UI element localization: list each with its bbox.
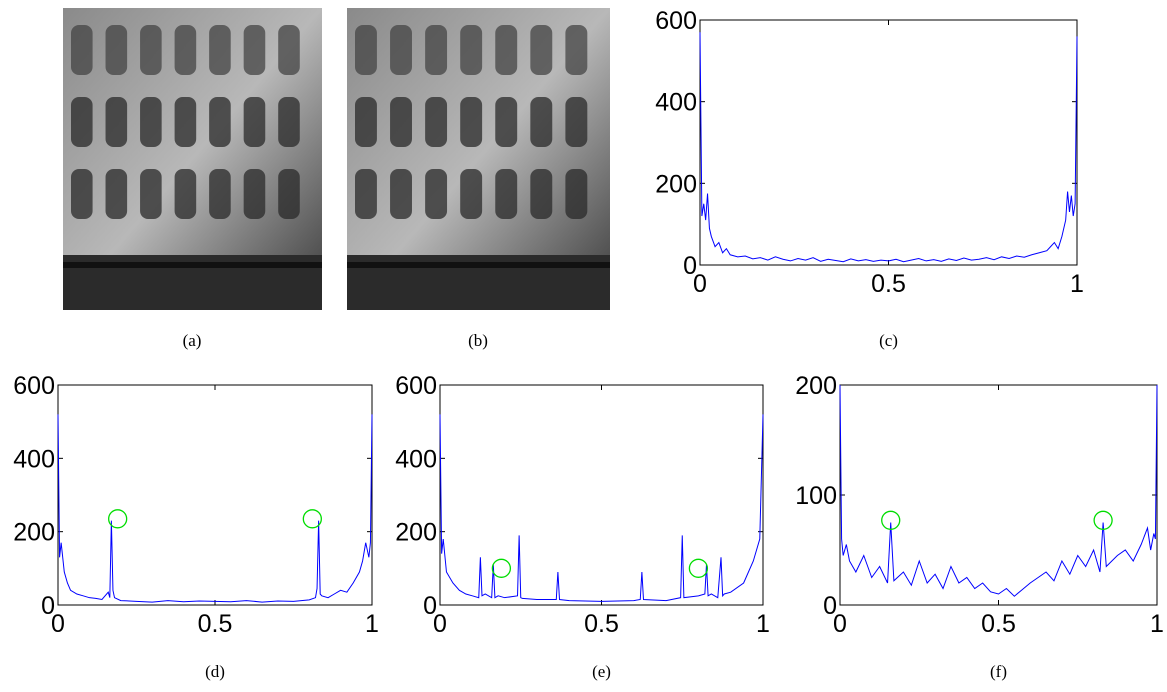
rail [63,262,322,268]
highlight-circle [491,558,512,578]
window [174,25,197,75]
window [140,25,162,75]
window [278,169,300,219]
y-tick-label: 600 [655,7,697,35]
x-tick-label: 1 [365,610,379,638]
data-line [57,414,373,603]
y-tick-label: 400 [13,445,55,473]
window [390,169,412,219]
y-tick-label: 0 [683,252,697,280]
y-tick-label: 0 [41,592,55,620]
x-tick-label: 0.5 [584,610,619,638]
window [530,169,553,219]
window [243,97,266,147]
window [174,169,197,219]
plot-frame [699,19,1078,266]
y-tick-label: 0 [823,592,837,620]
window [355,169,377,219]
window [565,25,588,75]
window [243,25,266,75]
y-tick-label: 100 [795,482,837,510]
window [460,25,483,75]
window [71,169,93,219]
window [355,25,377,75]
data-line [439,414,764,602]
window [565,97,588,147]
window [105,169,128,219]
plot-frame [57,384,373,606]
x-tick-label: 0 [693,270,707,298]
plot-frame [439,384,764,606]
window [278,25,300,75]
photo [63,8,322,310]
window [530,25,553,75]
window [209,97,231,147]
y-tick-label: 0 [423,592,437,620]
window [140,169,162,219]
rail [347,262,610,268]
window [495,97,518,147]
caption: (c) [879,331,898,350]
plot-frame [839,384,1158,606]
x-tick-label: 0.5 [198,610,233,638]
highlight-circle [688,558,709,578]
x-tick-label: 0.5 [871,270,906,298]
window [530,97,553,147]
window [71,25,93,75]
window [390,97,412,147]
window [425,97,448,147]
data-line [839,384,1158,597]
caption: (b) [468,331,488,350]
window [105,97,128,147]
highlight-circle [108,509,128,529]
window [495,25,518,75]
caption: (d) [205,662,225,681]
window [278,97,300,147]
highlight-circle [1093,510,1113,530]
window [209,25,231,75]
x-tick-label: 0.5 [981,610,1016,638]
y-tick-label: 200 [655,170,697,198]
window [355,97,377,147]
y-tick-label: 200 [795,372,837,400]
data-line [699,32,1078,263]
window [565,169,588,219]
y-tick-label: 200 [395,519,437,547]
x-tick-label: 1 [1150,610,1164,638]
x-tick-label: 0 [433,610,447,638]
y-tick-label: 400 [395,445,437,473]
window [425,25,448,75]
y-tick-label: 600 [13,372,55,400]
highlight-circle [881,510,901,530]
window [425,169,448,219]
window [243,169,266,219]
y-tick-label: 600 [395,372,437,400]
window [140,97,162,147]
window [460,97,483,147]
y-tick-label: 400 [655,89,697,117]
x-tick-label: 0 [51,610,65,638]
window [495,169,518,219]
x-tick-label: 1 [756,610,770,638]
x-tick-label: 0 [833,610,847,638]
caption: (a) [183,331,202,350]
highlight-circle [302,509,322,529]
window [460,169,483,219]
caption: (e) [592,662,611,681]
caption: (f) [990,662,1007,681]
window [105,25,128,75]
window [71,97,93,147]
y-tick-label: 200 [13,519,55,547]
window [390,25,412,75]
photo [347,8,610,310]
x-tick-label: 1 [1070,270,1084,298]
window [209,169,231,219]
window [174,97,197,147]
